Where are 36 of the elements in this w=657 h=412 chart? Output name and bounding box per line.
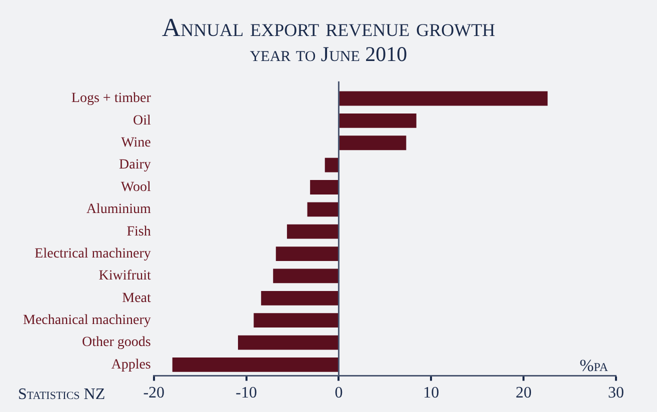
y-tick-label: Other goods [82,335,151,350]
bar [238,335,338,350]
x-tick-label: 20 [516,384,532,402]
bar [276,246,338,261]
bar [339,91,548,106]
y-tick-label: Wool [120,180,151,195]
text: Statistics NZ [18,386,106,404]
y-tick-label: Oil [132,113,151,128]
y-tick-label: Apples [111,357,151,372]
bar [286,224,338,239]
bar [254,313,338,328]
bar [307,202,338,217]
x-tick-label: 10 [423,384,440,402]
y-tick-label: Logs + timber [71,91,152,106]
bar [339,136,406,150]
annotation: %pa [580,356,608,375]
bar [172,358,338,372]
y-tick-label: Kiwifruit [98,268,151,284]
chart-title: Annual export revenue growth [160,13,496,42]
x-tick-label: -20 [143,384,165,402]
y-tick-label: Dairy [118,158,151,173]
y-tick-label: Electrical machinery [34,246,151,262]
y-tick-label: Wine [121,136,151,151]
y-tick-label: Aluminium [86,202,151,218]
x-tick-label: -10 [236,384,257,402]
bar [339,113,416,128]
x-tick-label: 30 [608,384,624,402]
bar [261,290,338,306]
bar [324,158,338,172]
y-tick-label: Fish [126,224,151,240]
chart-subtitle: year to June 2010 [248,42,408,66]
y-tick-label: Meat [122,290,151,306]
bar [273,268,338,284]
x-tick-label: 0 [334,384,343,402]
bar [310,180,338,194]
y-tick-label: Mechanical machinery [22,313,151,328]
